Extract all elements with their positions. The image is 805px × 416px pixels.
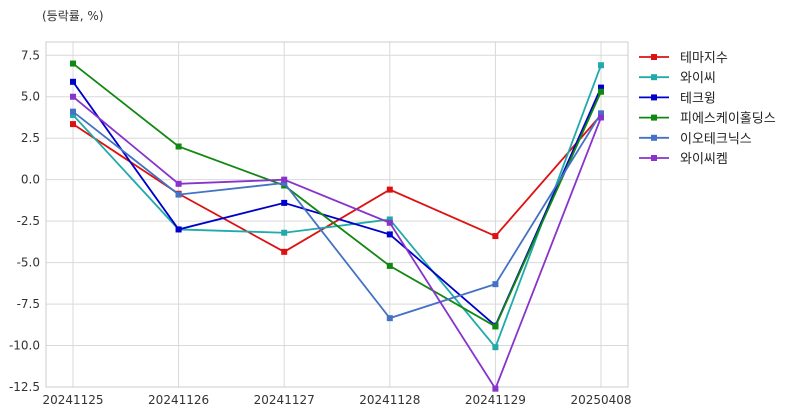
y-tick-label: -5.0 [17,256,40,270]
legend-label: 테크윙 [680,90,716,106]
legend-label: 와이씨 [680,71,716,86]
series-0 [70,111,604,255]
data-point [598,88,604,95]
series-line [72,114,602,253]
legend-item: 피에스케이홀딩스 [639,112,776,127]
data-point [175,143,182,150]
data-point [598,84,604,91]
data-point [70,93,76,100]
legend-item: 와이씨 [639,71,716,86]
data-point [70,111,76,118]
series-3 [70,60,604,330]
data-point [281,229,288,236]
data-point [492,323,499,330]
legend-swatch-marker [651,114,657,121]
series-line [72,62,602,328]
data-point [386,315,393,322]
unit-label: (등락률, %) [42,9,104,23]
series-5 [70,93,604,392]
data-point [598,114,604,121]
data-point [386,231,393,238]
data-point [175,226,182,233]
data-point [175,180,182,187]
y-tick-label: -2.5 [17,214,40,228]
legend-swatch-marker [651,94,657,101]
data-point [70,78,76,85]
legend-label: 와이씨켐 [680,152,728,167]
legend-label: 이오테크닉스 [680,132,752,147]
legend-item: 이오테크닉스 [639,132,752,147]
data-point [281,199,288,206]
grid [46,42,628,388]
data-point [598,110,604,117]
y-axis: 7.5 5.0 2.5 0.0 -2.5 -5.0 -7.5 -10.0 -12.5 [9,48,40,394]
x-tick-label: 20241127 [254,393,315,407]
legend-swatch-marker [651,74,657,81]
series-line [72,81,602,328]
legend-label: 테마지수 [680,51,728,66]
y-tick-label: 0.0 [21,173,40,187]
data-point [281,179,288,186]
y-tick-label: -7.5 [17,297,40,311]
x-tick-label: 20241128 [359,393,420,407]
data-point [281,248,288,255]
data-point [492,385,499,392]
series-line [72,110,602,320]
plot-area [45,41,629,388]
series-1 [70,62,604,351]
series-lines [70,60,604,392]
x-tick-label: 20250408 [570,393,631,407]
data-point [598,62,604,69]
series-4 [70,108,604,322]
x-tick-label: 20241125 [42,393,103,407]
data-point [70,108,76,115]
y-tick-label: -10.0 [9,339,40,353]
y-tick-label: 7.5 [21,48,40,62]
data-point [70,60,76,67]
legend-item: 와이씨켐 [639,152,728,167]
series-line [72,96,602,391]
data-point [281,176,288,183]
y-tick-label: -12.5 [9,380,40,394]
data-point [492,233,499,240]
y-tick-label: 2.5 [21,131,40,145]
data-point [386,262,393,269]
x-tick-label: 20241126 [148,393,209,407]
data-point [386,216,393,223]
data-point [492,281,499,288]
data-point [386,219,393,226]
x-tick-label: 20241129 [465,393,526,407]
legend-label: 피에스케이홀딩스 [680,112,776,127]
legend-item: 테크윙 [639,90,716,106]
y-tick-label: 5.0 [21,90,40,104]
legend-swatch-marker [651,54,657,60]
data-point [492,344,499,351]
legend-item: 테마지수 [639,51,728,66]
data-point [70,121,76,128]
x-axis: 20241125 20241126 20241127 20241128 20241129… [42,393,631,407]
data-point [175,191,182,198]
data-point [386,186,393,193]
legend-swatch-marker [651,134,657,141]
legend-swatch-marker [651,155,657,161]
